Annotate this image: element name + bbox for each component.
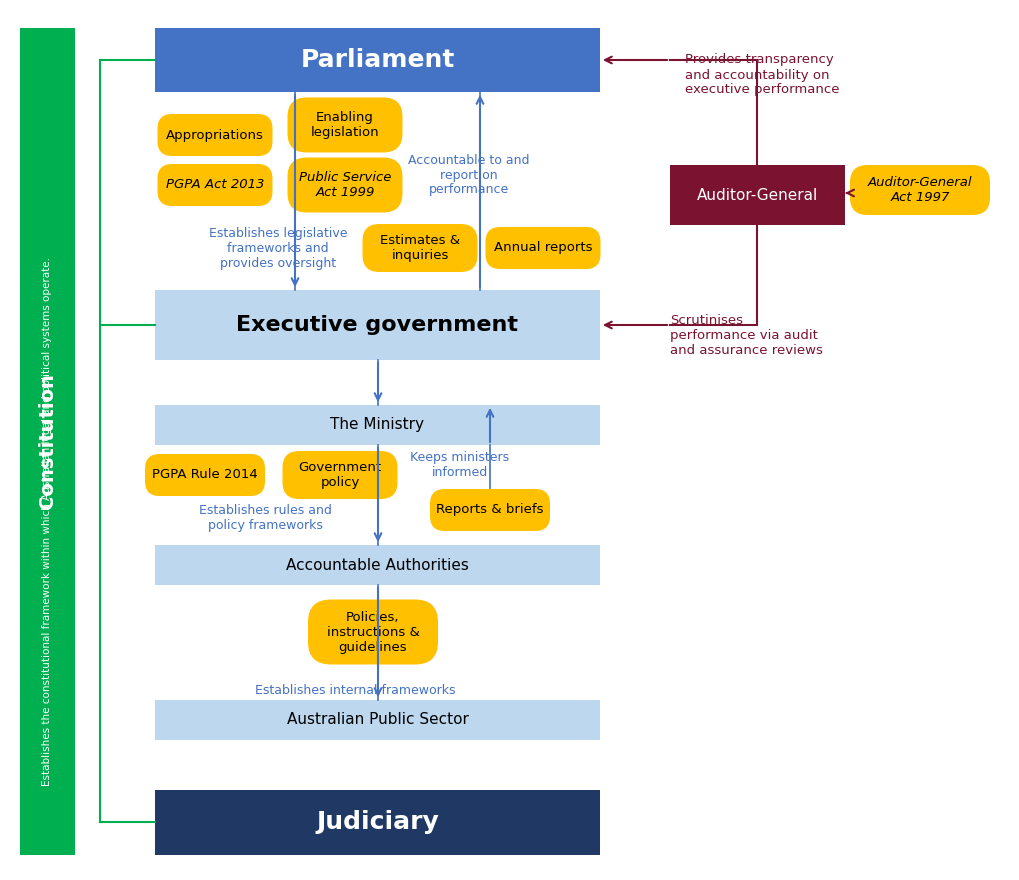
Text: Public Service
Act 1999: Public Service Act 1999	[299, 171, 391, 199]
Text: Establishes the constitutional framework within which Australian legal and polit: Establishes the constitutional framework…	[43, 257, 53, 786]
FancyBboxPatch shape	[145, 454, 265, 496]
Bar	[155, 28, 600, 92]
Bar	[155, 290, 600, 360]
Text: Annual reports: Annual reports	[494, 241, 592, 254]
FancyBboxPatch shape	[287, 158, 403, 212]
Bar	[671, 165, 845, 225]
Text: Enabling
legislation: Enabling legislation	[311, 111, 379, 139]
Text: PGPA Act 2013: PGPA Act 2013	[166, 179, 264, 192]
FancyBboxPatch shape	[363, 224, 478, 272]
Text: Estimates &
inquiries: Estimates & inquiries	[380, 234, 460, 262]
Text: Reports & briefs: Reports & briefs	[436, 503, 544, 517]
Bar	[155, 790, 600, 855]
Text: Provides transparency
and accountability on
executive performance: Provides transparency and accountability…	[685, 54, 840, 97]
FancyBboxPatch shape	[850, 165, 990, 215]
Bar	[155, 700, 600, 740]
FancyBboxPatch shape	[308, 599, 438, 664]
Text: Appropriations: Appropriations	[166, 128, 264, 142]
Text: The Ministry: The Ministry	[330, 417, 425, 432]
Text: Executive government: Executive government	[236, 315, 519, 335]
Text: Auditor-General
Act 1997: Auditor-General Act 1997	[868, 176, 972, 204]
Text: Constitution: Constitution	[38, 374, 57, 510]
Text: Accountable Authorities: Accountable Authorities	[286, 558, 469, 573]
FancyBboxPatch shape	[282, 451, 397, 499]
FancyBboxPatch shape	[430, 489, 550, 531]
Text: Establishes legislative
frameworks and
provides oversight: Establishes legislative frameworks and p…	[209, 226, 347, 269]
Text: Auditor-General: Auditor-General	[697, 187, 818, 202]
Text: Establishes rules and
policy frameworks: Establishes rules and policy frameworks	[199, 504, 331, 532]
Text: Scrutinises
performance via audit
and assurance reviews: Scrutinises performance via audit and as…	[671, 313, 823, 356]
Text: Keeps ministers
informed: Keeps ministers informed	[411, 451, 510, 479]
Bar	[155, 545, 600, 585]
Bar	[20, 28, 75, 855]
FancyBboxPatch shape	[158, 164, 272, 206]
FancyBboxPatch shape	[485, 227, 600, 269]
Text: Judiciary: Judiciary	[316, 810, 439, 834]
Text: Policies,
instructions &
guidelines: Policies, instructions & guidelines	[326, 611, 420, 654]
FancyBboxPatch shape	[158, 114, 272, 156]
FancyBboxPatch shape	[287, 98, 403, 152]
Bar	[155, 405, 600, 445]
Text: Establishes internal frameworks: Establishes internal frameworks	[255, 684, 455, 696]
Text: Government
policy: Government policy	[299, 461, 381, 489]
Text: Parliament: Parliament	[301, 48, 454, 72]
Text: Australian Public Sector: Australian Public Sector	[286, 713, 469, 728]
Text: PGPA Rule 2014: PGPA Rule 2014	[152, 468, 258, 481]
Text: Accountable to and
report on
performance: Accountable to and report on performance	[409, 153, 530, 196]
